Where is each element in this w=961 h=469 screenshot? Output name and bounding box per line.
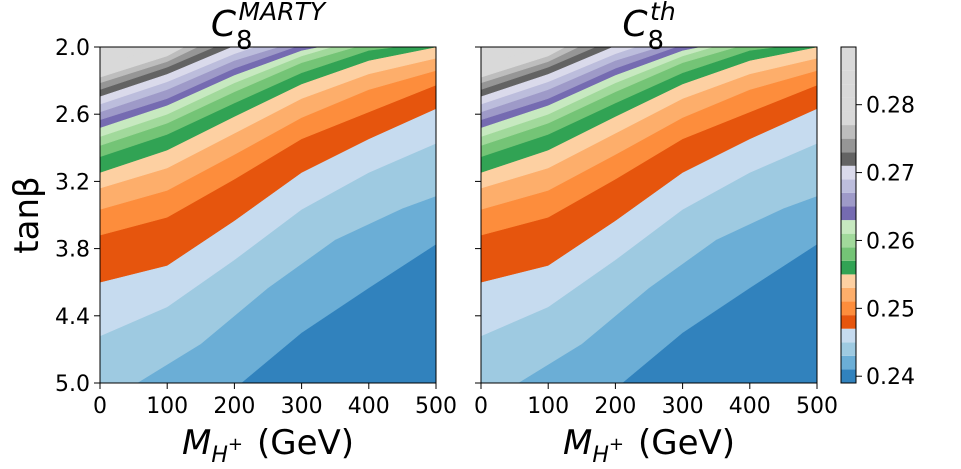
y-tick-label: 4.4 bbox=[55, 305, 90, 330]
x-axis-ticks: 0 100 200 300 400 500 bbox=[93, 383, 457, 419]
colorbar-band bbox=[841, 206, 856, 221]
x-axis-ticks: 0 100 200 300 400 500 bbox=[474, 383, 838, 419]
colorbar-tick-label: 0.24 bbox=[866, 365, 915, 390]
panel-th: 0 100 200 300 400 500 C8th MH+ (GeV) bbox=[474, 0, 838, 468]
colorbar-band bbox=[841, 84, 856, 98]
x-axis-label: MH+ (GeV) bbox=[563, 423, 735, 468]
colorbar-ticks: 0.24 0.25 0.26 0.27 0.28 bbox=[856, 94, 915, 390]
colorbar-band bbox=[841, 111, 856, 126]
y-tick-label: 2.0 bbox=[55, 36, 90, 61]
colorbar-band bbox=[841, 233, 856, 248]
colorbar: 0.24 0.25 0.26 0.27 0.28 bbox=[840, 46, 915, 390]
colorbar-band bbox=[841, 315, 856, 329]
colorbar-band bbox=[841, 47, 856, 71]
colorbar-band bbox=[841, 97, 856, 112]
contour-plot-th bbox=[480, 46, 818, 384]
x-axis-label: MH+ (GeV) bbox=[182, 423, 354, 468]
colorbar-band bbox=[841, 220, 856, 234]
colorbar-band bbox=[841, 342, 856, 356]
y-tick-label: 3.2 bbox=[55, 170, 90, 195]
colorbar-band bbox=[841, 355, 856, 370]
x-tick-label: 300 bbox=[281, 394, 323, 419]
x-tick-label: 100 bbox=[527, 394, 569, 419]
colorbar-band bbox=[841, 247, 856, 261]
colorbar-frame bbox=[840, 46, 857, 384]
colorbar-band bbox=[841, 328, 856, 343]
x-tick-label: 400 bbox=[729, 394, 771, 419]
colorbar-tick-label: 0.25 bbox=[866, 297, 915, 322]
y-axis-ticks: 2.0 2.6 3.2 3.8 4.4 5.0 bbox=[55, 36, 100, 397]
x-tick-label: 500 bbox=[796, 394, 838, 419]
colorbar-band bbox=[841, 287, 856, 302]
colorbar-band bbox=[841, 260, 856, 275]
contour-plot-marty bbox=[99, 46, 437, 384]
x-tick-label: 100 bbox=[146, 394, 188, 419]
colorbar-tick-label: 0.26 bbox=[866, 229, 915, 254]
x-tick-label: 500 bbox=[415, 394, 457, 419]
colorbar-bands bbox=[841, 47, 856, 383]
panel-title: C8MARTY bbox=[211, 0, 327, 56]
x-tick-label: 0 bbox=[93, 394, 107, 419]
colorbar-band bbox=[841, 274, 856, 288]
x-tick-label: 200 bbox=[594, 394, 636, 419]
colorbar-band bbox=[841, 70, 856, 85]
x-tick-label: 0 bbox=[474, 394, 488, 419]
y-axis-ticks bbox=[475, 46, 481, 384]
colorbar-band bbox=[841, 192, 856, 207]
x-tick-label: 300 bbox=[662, 394, 704, 419]
colorbar-tick-label: 0.28 bbox=[866, 94, 915, 119]
colorbar-band bbox=[841, 369, 856, 383]
axes-frame bbox=[99, 46, 437, 384]
colorbar-band bbox=[841, 152, 856, 166]
y-tick-label: 2.6 bbox=[55, 103, 90, 128]
colorbar-band bbox=[841, 179, 856, 193]
panel-marty: 0 100 200 300 400 500 2.0 2.6 3.2 3.8 4.4 5.0 C8MA… bbox=[7, 0, 457, 468]
colorbar-band bbox=[841, 165, 856, 180]
panel-title: C8th bbox=[622, 0, 675, 56]
y-tick-label: 3.8 bbox=[55, 238, 90, 263]
colorbar-band bbox=[841, 138, 856, 153]
colorbar-band bbox=[841, 125, 856, 139]
y-axis-label: tanβ bbox=[7, 176, 47, 253]
y-tick-label: 5.0 bbox=[55, 372, 90, 397]
x-tick-label: 200 bbox=[213, 394, 255, 419]
x-tick-label: 400 bbox=[348, 394, 390, 419]
colorbar-tick-label: 0.27 bbox=[866, 162, 915, 187]
axes-frame bbox=[480, 46, 818, 384]
colorbar-band bbox=[841, 301, 856, 316]
